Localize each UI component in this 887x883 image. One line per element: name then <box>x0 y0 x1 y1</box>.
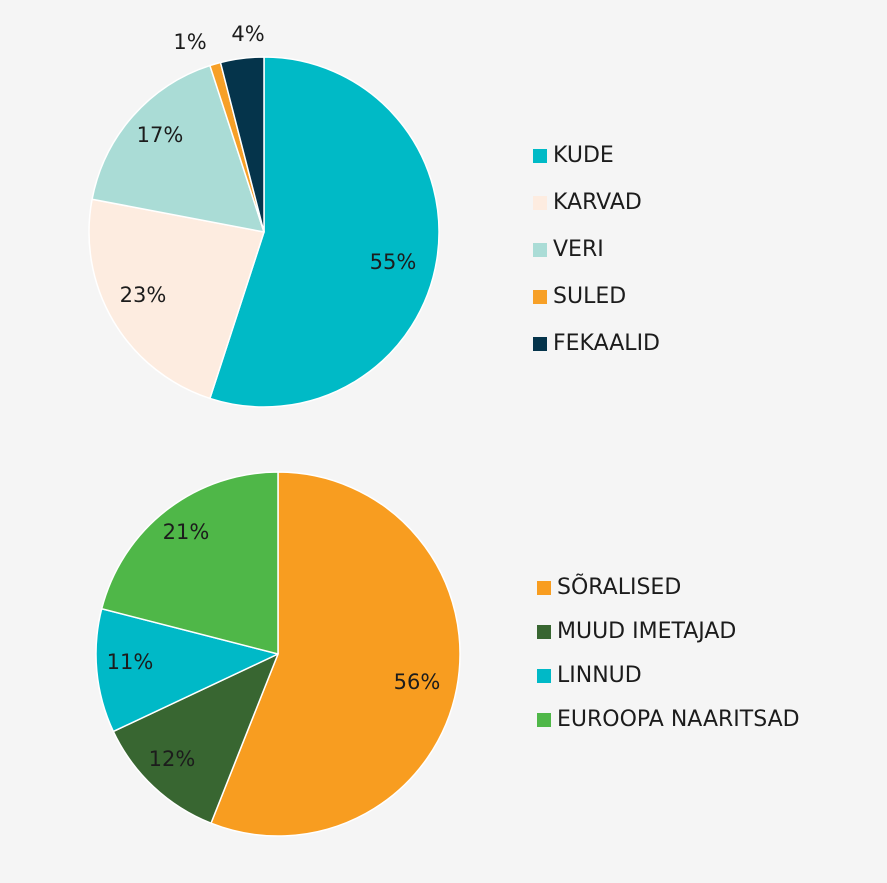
legend-swatch-veri <box>533 243 547 257</box>
pie-chart-2: 56% 12% 11% 21% <box>95 471 461 837</box>
legend-swatch-euroopa-naaritsad <box>537 713 551 727</box>
pie-slice-soralised <box>210 471 461 837</box>
data-label-suled: 1% <box>173 30 206 54</box>
data-label-euroopa-naaritsad: 21% <box>163 520 210 544</box>
legend-swatch-soralised <box>537 581 551 595</box>
data-label-soralised: 56% <box>394 670 441 694</box>
data-label-karvad: 23% <box>120 283 167 307</box>
pie-slice-fekaalid <box>219 56 265 233</box>
legend-label-fekaalid: FEKAALID <box>553 331 660 356</box>
legend-label-kude: KUDE <box>553 143 614 168</box>
pie-chart-1: 55% 23% 17% 1% 4% <box>88 22 440 408</box>
legend-item-karvad: KARVAD <box>533 192 660 214</box>
data-label-fekaalid: 4% <box>231 22 264 46</box>
legend-swatch-linnud <box>537 669 551 683</box>
pie-slice-karvad <box>88 198 265 400</box>
data-label-linnud: 11% <box>107 650 154 674</box>
data-label-veri: 17% <box>137 123 184 147</box>
data-label-muud-imetajad: 12% <box>149 747 196 771</box>
legend-label-karvad: KARVAD <box>553 190 642 215</box>
legend-item-suled: SULED <box>533 286 660 308</box>
legend-item-veri: VERI <box>533 239 660 261</box>
legend-swatch-kude <box>533 149 547 163</box>
legend-item-euroopa-naaritsad: EUROOPA NAARITSAD <box>537 709 800 731</box>
legend-label-linnud: LINNUD <box>557 663 642 688</box>
legend-bottom-chart: SÕRALISED MUUD IMETAJAD LINNUD EUROOPA N… <box>537 577 800 753</box>
legend-item-soralised: SÕRALISED <box>537 577 800 599</box>
legend-top-chart: KUDE KARVAD VERI SULED FEKAALID <box>533 145 660 380</box>
legend-swatch-suled <box>533 290 547 304</box>
legend-item-kude: KUDE <box>533 145 660 167</box>
legend-swatch-fekaalid <box>533 337 547 351</box>
legend-label-soralised: SÕRALISED <box>557 575 682 600</box>
pie-slice-kude <box>209 56 440 408</box>
pie-slice-muud-imetajad <box>112 653 279 824</box>
legend-label-veri: VERI <box>553 237 604 262</box>
pie-slice-euroopa-naaritsad <box>100 471 279 655</box>
pie-slice-linnud <box>95 607 279 733</box>
data-label-kude: 55% <box>370 250 417 274</box>
legend-label-suled: SULED <box>553 284 627 309</box>
legend-item-linnud: LINNUD <box>537 665 800 687</box>
legend-label-muud-imetajad: MUUD IMETAJAD <box>557 619 737 644</box>
legend-item-fekaalid: FEKAALID <box>533 333 660 355</box>
legend-label-euroopa-naaritsad: EUROOPA NAARITSAD <box>557 707 800 732</box>
legend-item-muud-imetajad: MUUD IMETAJAD <box>537 621 800 643</box>
pie-slice-veri <box>91 64 265 233</box>
legend-swatch-karvad <box>533 196 547 210</box>
legend-swatch-muud-imetajad <box>537 625 551 639</box>
